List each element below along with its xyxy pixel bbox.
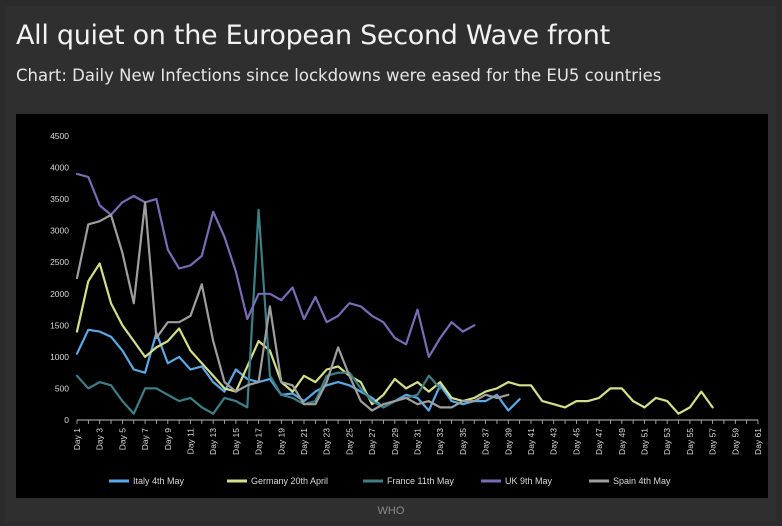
x-tick-label: Day 15	[231, 428, 241, 455]
x-tick-label: Day 39	[503, 428, 513, 455]
x-tick-label: Day 47	[594, 428, 604, 455]
legend-item: Italy 4th May	[109, 476, 185, 486]
x-tick-label: Day 23	[322, 428, 332, 455]
x-tick-label: Day 53	[662, 428, 672, 455]
x-tick-label: Day 19	[276, 428, 286, 455]
x-tick-label: Day 21	[299, 428, 309, 455]
x-tick-label: Day 37	[481, 428, 491, 455]
x-tick-label: Day 45	[571, 428, 581, 455]
x-tick-label: Day 33	[435, 428, 445, 455]
x-tick-label: Day 27	[367, 428, 377, 455]
legend-item: UK 9th May	[481, 476, 553, 486]
y-tick-label: 4000	[50, 163, 69, 173]
x-tick-label: Day 1	[72, 428, 82, 450]
legend-label: Germany 20th April	[251, 476, 328, 486]
x-tick-label: Day 61	[753, 428, 763, 455]
x-tick-label: Day 7	[140, 428, 150, 450]
y-tick-label: 3000	[50, 226, 69, 236]
x-tick-label: Day 59	[730, 428, 740, 455]
y-tick-label: 3500	[50, 194, 69, 204]
legend-label: Italy 4th May	[133, 476, 185, 486]
x-tick-label: Day 5	[117, 428, 127, 450]
x-tick-label: Day 55	[685, 428, 695, 455]
x-tick-label: Day 51	[640, 428, 650, 455]
legend-item: Spain 4th May	[589, 476, 671, 486]
legend-label: UK 9th May	[505, 476, 553, 486]
legend-item: France 11th May	[363, 476, 454, 486]
x-tick-label: Day 31	[413, 428, 423, 455]
legend-label: Spain 4th May	[613, 476, 671, 486]
x-tick-label: Day 17	[254, 428, 264, 455]
x-tick-label: Day 57	[708, 428, 718, 455]
y-tick-label: 0	[64, 415, 69, 425]
x-tick-label: Day 3	[95, 428, 105, 450]
x-tick-label: Day 25	[344, 428, 354, 455]
y-tick-label: 1500	[50, 320, 69, 330]
y-tick-label: 2500	[50, 257, 69, 267]
x-tick-label: Day 13	[208, 428, 218, 455]
series-line-uk-9th-may	[75, 172, 476, 358]
legend-item: Germany 20th April	[227, 476, 328, 486]
x-tick-label: Day 11	[186, 428, 196, 455]
x-tick-label: Day 49	[617, 428, 627, 455]
chart-subtitle: Chart: Daily New Infections since lockdo…	[16, 66, 662, 85]
series-line-germany-20th-april	[75, 262, 714, 415]
y-tick-label: 500	[55, 383, 69, 393]
x-tick-label: Day 29	[390, 428, 400, 455]
source-label: WHO	[377, 505, 405, 517]
y-tick-label: 2000	[50, 289, 69, 299]
chart-title: All quiet on the European Second Wave fr…	[16, 20, 610, 51]
x-tick-label: Day 35	[458, 428, 468, 455]
y-tick-label: 1000	[50, 352, 69, 362]
chart-panel: 0 500 1000 1500 2000 2500 3000 3500 4000 4500 Day …	[16, 114, 768, 498]
y-tick-label: 4500	[50, 131, 69, 141]
line-chart: 0 500 1000 1500 2000 2500 3000 3500 4000 4500 Day …	[50, 131, 763, 486]
x-tick-label: Day 43	[549, 428, 559, 455]
series-line-spain-4th-may	[75, 201, 510, 412]
x-tick-label: Day 9	[163, 428, 173, 450]
legend-label: France 11th May	[387, 476, 454, 486]
x-tick-label: Day 41	[526, 428, 536, 455]
